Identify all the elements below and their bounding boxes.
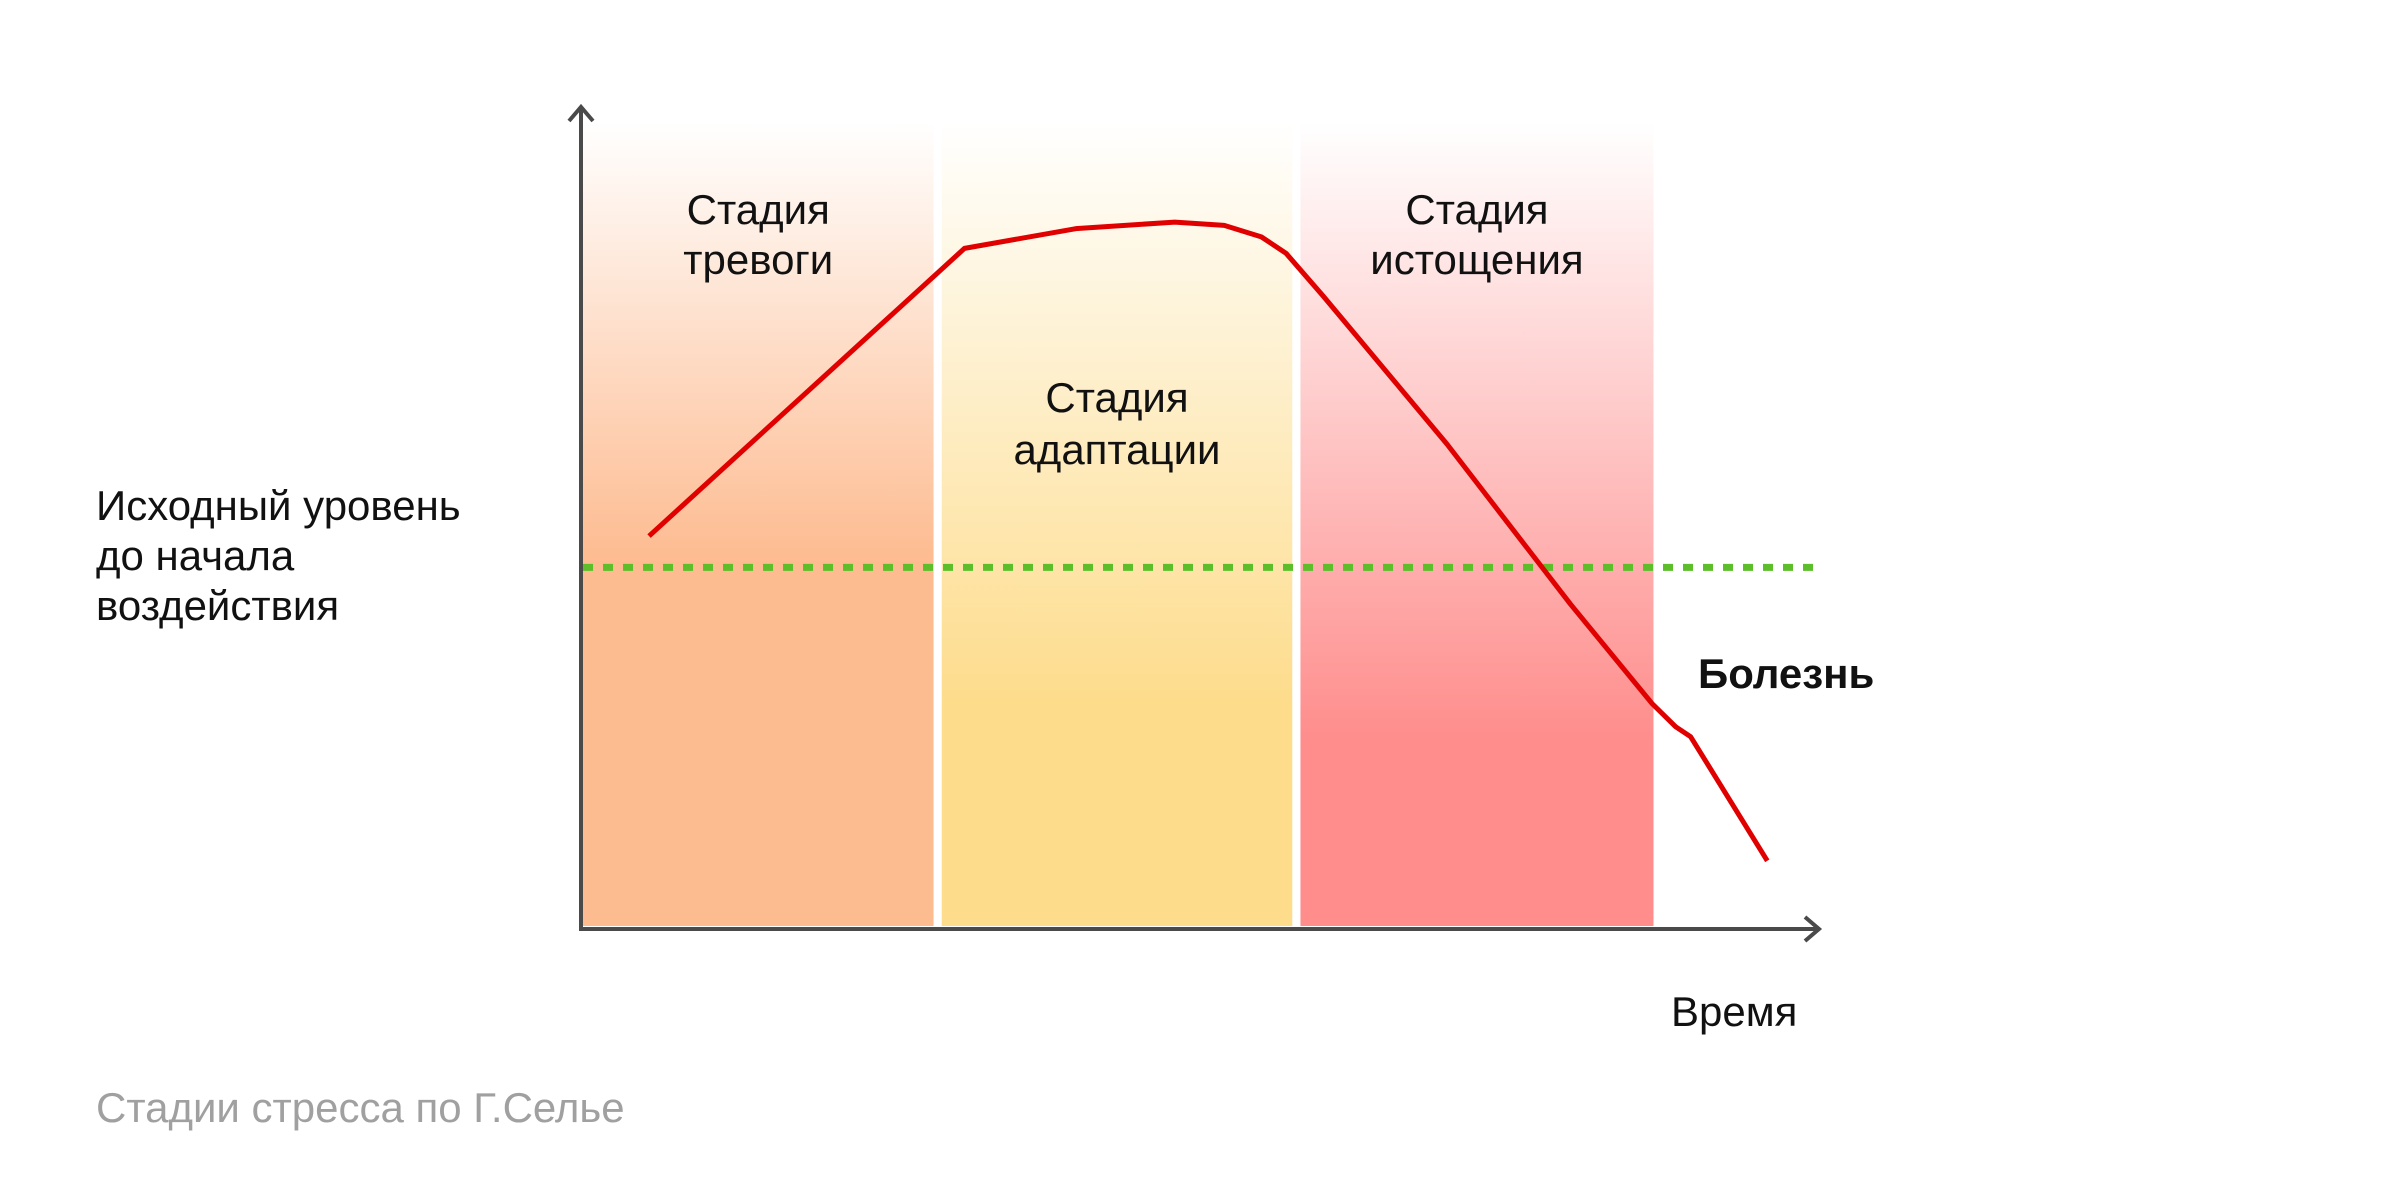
stage-band (583, 122, 934, 926)
baseline-label-line: Исходный уровень (96, 482, 461, 529)
stage-band (941, 122, 1293, 926)
baseline-label-line: до начала (96, 532, 295, 579)
stage-label: адаптации (1013, 426, 1220, 473)
axes (567, 103, 1823, 943)
stage-label: Стадия (1045, 374, 1188, 421)
stage-label: Стадия (687, 186, 830, 233)
stress-curve (647, 219, 1770, 863)
baseline-label-line: воздействия (96, 582, 339, 629)
x-axis-label: Время (1671, 988, 1797, 1035)
caption: Стадии стресса по Г.Селье (96, 1084, 625, 1131)
stage-labels: СтадиятревогиСтадияадаптацииСтадияистоще… (683, 186, 1583, 473)
x-axis-arrow-icon (1803, 915, 1823, 943)
y-axis-arrow-icon (567, 103, 595, 123)
stage-bands (583, 122, 1654, 926)
illness-annotation: Болезнь (1698, 650, 1874, 697)
stage-label: тревоги (683, 236, 833, 283)
stage-label: Стадия (1405, 186, 1548, 233)
stage-label: истощения (1370, 236, 1583, 283)
stage-band (1300, 122, 1654, 926)
